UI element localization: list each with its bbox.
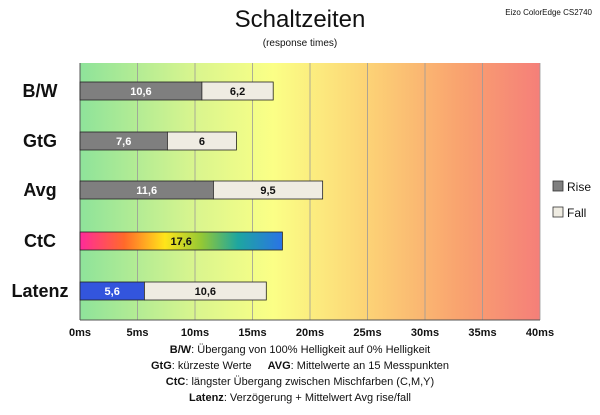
bar-latenz-seg-1 xyxy=(143,281,267,301)
legend-label-rise: Rise xyxy=(567,180,591,194)
bar-fall-avg xyxy=(212,180,324,200)
note-ctc-text: : längster Übergang zwischen Mischfarben… xyxy=(185,376,435,388)
chart-canvas: Schaltzeiten (response times) Eizo Color… xyxy=(11,6,592,339)
x-tick-label: 35ms xyxy=(468,327,496,339)
x-tick-label: 0ms xyxy=(69,327,91,339)
category-label-b-w: B/W xyxy=(23,81,58,101)
chart-title: Schaltzeiten xyxy=(235,6,366,33)
note-ctc: CtC: längster Übergang zwischen Mischfar… xyxy=(0,374,600,390)
bar-latenz-seg-0-label: 5,6 xyxy=(105,286,120,298)
note-bw: B/W: Übergang von 100% Helligkeit auf 0%… xyxy=(0,342,600,358)
chart-subtitle: (response times) xyxy=(263,38,337,49)
x-tick-label: 15ms xyxy=(238,327,266,339)
x-tick-label: 20ms xyxy=(296,327,324,339)
note-avg-text: : Mittelwerte an 15 Messpunkten xyxy=(290,360,450,372)
note-gtg-key: GtG xyxy=(150,360,172,372)
category-label-ctc: CtC xyxy=(24,231,56,251)
x-tick-label: 10ms xyxy=(181,327,209,339)
bar-rise-avg-label: 11,6 xyxy=(136,185,157,197)
bar-fall-gtg xyxy=(166,131,237,151)
bar-fall-b-w xyxy=(201,81,274,101)
x-tick-label: 25ms xyxy=(353,327,381,339)
x-tick-label: 30ms xyxy=(411,327,439,339)
bar-fall-b-w-label: 6,2 xyxy=(230,86,245,98)
note-bw-text: : Übergang von 100% Helligkeit auf 0% He… xyxy=(191,344,431,356)
monitor-model-label: Eizo ColorEdge CS2740 xyxy=(505,8,592,17)
note-bw-key: B/W xyxy=(169,344,192,356)
category-label-avg: Avg xyxy=(23,180,56,200)
bar-series: 10,6 6,2 7,6 6 11,6 9,5 17,6 5,6 10,6 xyxy=(79,81,324,301)
bar-ctc xyxy=(79,231,283,251)
bar-fall-avg-label: 9,5 xyxy=(260,185,275,197)
bar-rise-b-w-label: 10,6 xyxy=(130,86,151,98)
note-avg-key: AVG xyxy=(267,360,291,372)
x-axis-tick-labels: 0ms 5ms 10ms 15ms 20ms 25ms 30ms 35ms 40ms xyxy=(69,327,554,339)
bar-rise-gtg-label: 7,6 xyxy=(116,136,131,148)
x-tick-label: 5ms xyxy=(126,327,148,339)
note-gtg-text: : kürzeste Werte xyxy=(171,360,252,372)
legend-swatch-rise xyxy=(552,180,564,192)
bar-latenz-seg-1-label: 10,6 xyxy=(195,286,216,298)
note-latenz-key: Latenz xyxy=(188,392,224,404)
category-labels: B/W GtG Avg CtC Latenz xyxy=(11,81,68,301)
note-ctc-key: CtC xyxy=(165,376,186,388)
note-gtg-avg: GtG: kürzeste Werte AVG: Mittelwerte an 1… xyxy=(0,358,600,374)
category-label-gtg: GtG xyxy=(23,131,57,151)
legend: Rise Fall xyxy=(552,180,591,220)
note-latenz: Latenz: Verzögerung + Mittelwert Avg ris… xyxy=(0,390,600,406)
bar-fall-gtg-label: 6 xyxy=(199,136,205,148)
category-label-latenz: Latenz xyxy=(11,281,68,301)
legend-swatch-fall xyxy=(552,206,564,218)
chart-notes: B/W: Übergang von 100% Helligkeit auf 0%… xyxy=(0,342,600,406)
bar-ctc-label: 17,6 xyxy=(170,236,191,248)
note-latenz-text: : Verzögerung + Mittelwert Avg rise/fall xyxy=(223,392,412,404)
x-tick-label: 40ms xyxy=(526,327,554,339)
legend-label-fall: Fall xyxy=(567,206,586,220)
